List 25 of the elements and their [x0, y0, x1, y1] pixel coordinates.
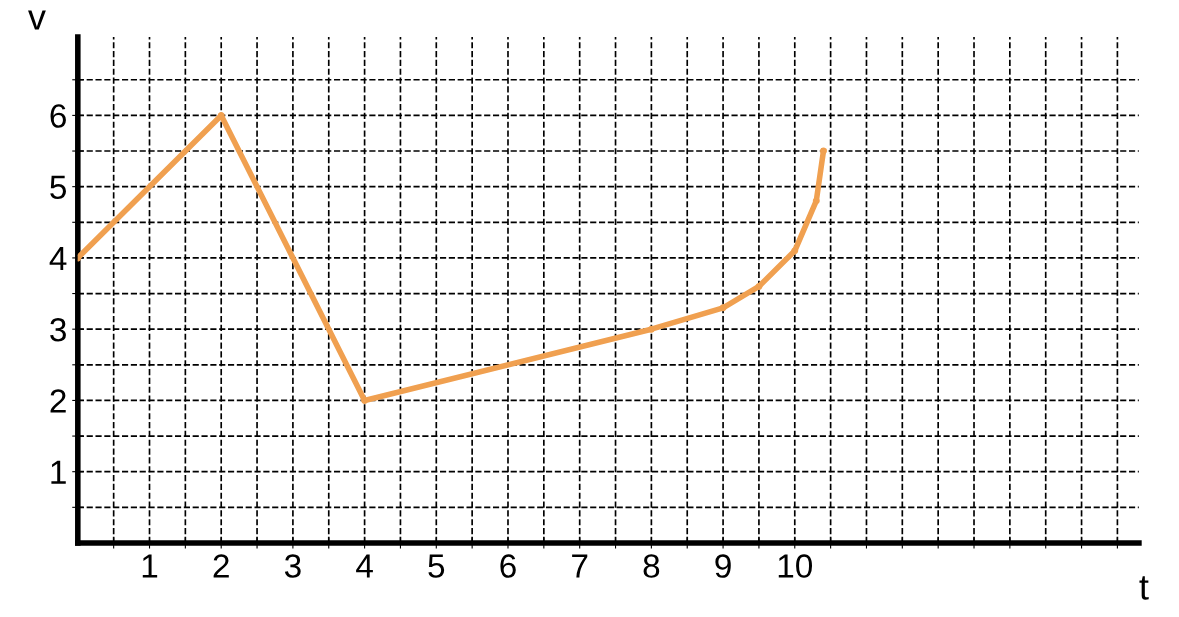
x-tick-label: 3: [284, 554, 301, 578]
y-tick-label: 3: [50, 317, 66, 342]
point: [755, 282, 763, 290]
y-tick-label: 2: [50, 389, 66, 413]
y-tick-label: 1: [51, 460, 66, 484]
x-tick-label: 6: [500, 554, 516, 578]
x-tick-label: 1: [142, 554, 158, 578]
point: [791, 247, 799, 255]
y-tick-label: 6: [50, 104, 66, 128]
y-tick-label: 5: [50, 175, 66, 200]
y-axis-title: v: [28, 10, 46, 30]
x-tick-label: 10: [778, 554, 813, 578]
x-tick-label: 7: [572, 554, 588, 578]
x-tick-label: 8: [643, 554, 660, 578]
x-tick-label: 4: [356, 554, 373, 578]
point: [819, 147, 827, 155]
point: [812, 197, 820, 205]
x-tick-label: 2: [213, 554, 229, 578]
y-tick-label: 4: [49, 247, 67, 270]
x-axis-title: t: [1139, 576, 1149, 600]
point: [719, 304, 727, 312]
point: [647, 325, 655, 333]
point: [361, 396, 369, 404]
x-tick-label: 5: [428, 554, 445, 578]
x-tick-label: 9: [715, 554, 731, 578]
